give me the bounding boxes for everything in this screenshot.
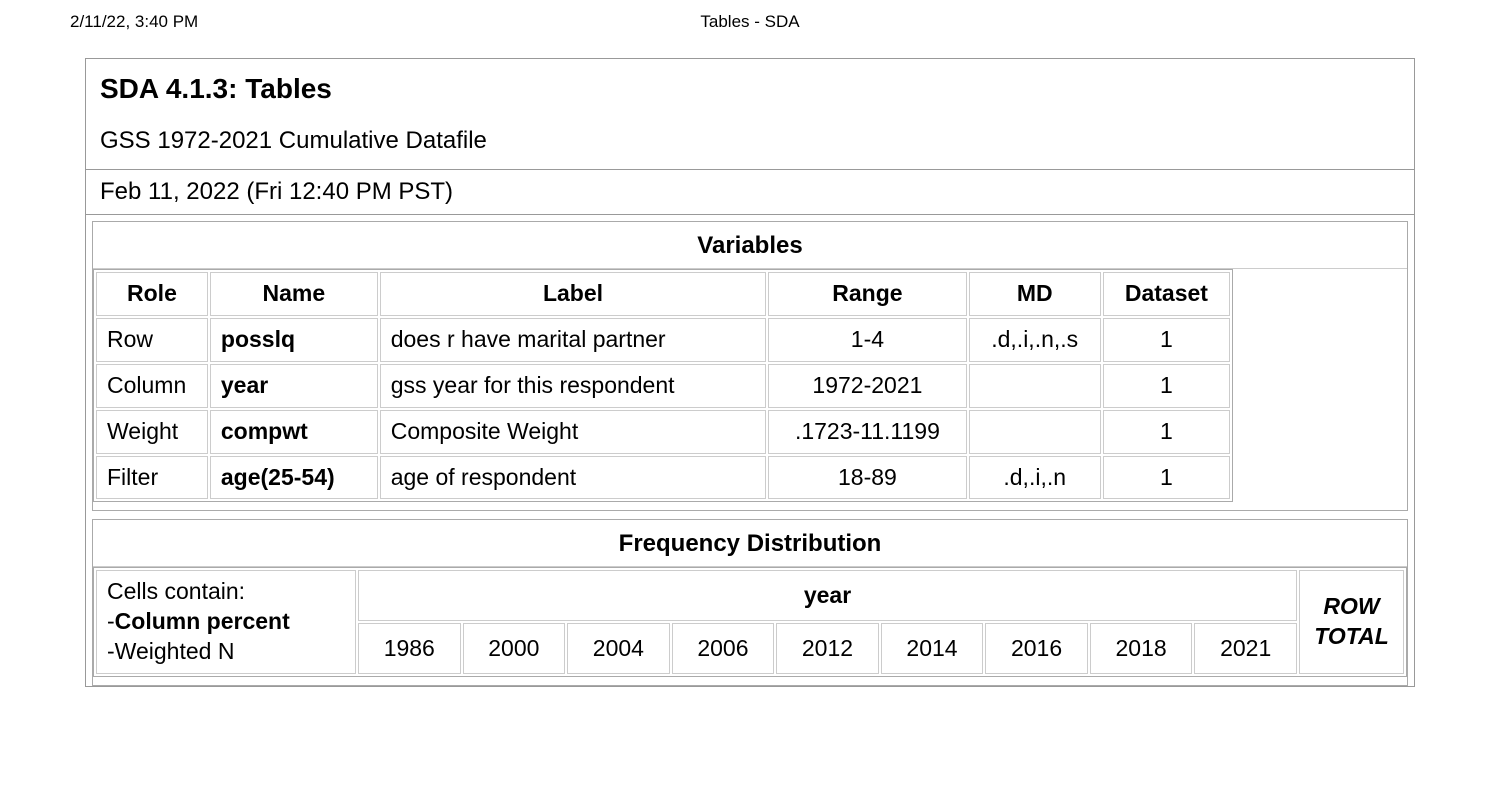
row-total-header: ROW TOTAL xyxy=(1299,570,1404,674)
md-cell xyxy=(969,364,1101,408)
variables-row: Column year gss year for this respondent… xyxy=(96,364,1230,408)
variables-table-title: Variables xyxy=(93,222,1407,269)
range-cell: 1972-2021 xyxy=(768,364,966,408)
cells-contain-cell: Cells contain: -Column percent -Weighted… xyxy=(96,570,356,674)
year-col: 2004 xyxy=(567,623,670,674)
col-role: Role xyxy=(96,272,208,316)
year-col: 2014 xyxy=(881,623,984,674)
year-col: 2021 xyxy=(1194,623,1297,674)
range-cell: .1723-11.1199 xyxy=(768,410,966,454)
name-cell: compwt xyxy=(210,410,378,454)
cells-contain-line: -Weighted N xyxy=(107,637,345,667)
role-cell: Weight xyxy=(96,410,208,454)
frequency-table: Cells contain: -Column percent -Weighted… xyxy=(93,567,1407,677)
name-cell: posslq xyxy=(210,318,378,362)
variables-row: Weight compwt Composite Weight .1723-11.… xyxy=(96,410,1230,454)
page-title-header: Tables - SDA xyxy=(700,12,799,32)
variables-header-row: Role Name Label Range MD Dataset xyxy=(96,272,1230,316)
frequency-table-wrap: Frequency Distribution Cells contain: -C… xyxy=(92,519,1408,686)
col-range: Range xyxy=(768,272,966,316)
range-cell: 1-4 xyxy=(768,318,966,362)
print-timestamp: 2/11/22, 3:40 PM xyxy=(70,12,198,32)
dataset-cell: 1 xyxy=(1103,456,1230,500)
col-label: Label xyxy=(380,272,767,316)
dataset-cell: 1 xyxy=(1103,318,1230,362)
year-col: 2006 xyxy=(672,623,775,674)
year-header: year xyxy=(358,570,1297,621)
variables-table-wrap: Variables Role Name Label Range MD Datas… xyxy=(92,221,1408,511)
generated-date: Feb 11, 2022 (Fri 12:40 PM PST) xyxy=(86,169,1414,214)
col-name: Name xyxy=(210,272,378,316)
col-md: MD xyxy=(969,272,1101,316)
dataset-cell: 1 xyxy=(1103,364,1230,408)
label-cell: does r have marital partner xyxy=(380,318,767,362)
frequency-table-title: Frequency Distribution xyxy=(93,520,1407,567)
report-title: SDA 4.1.3: Tables xyxy=(100,73,1400,105)
year-col: 2000 xyxy=(463,623,566,674)
md-cell xyxy=(969,410,1101,454)
name-cell: year xyxy=(210,364,378,408)
variables-row: Filter age(25-54) age of respondent 18-8… xyxy=(96,456,1230,500)
variables-row: Row posslq does r have marital partner 1… xyxy=(96,318,1230,362)
cells-contain-line: -Column percent xyxy=(107,607,345,637)
label-cell: Composite Weight xyxy=(380,410,767,454)
range-cell: 18-89 xyxy=(768,456,966,500)
dataset-subtitle: GSS 1972-2021 Cumulative Datafile xyxy=(100,127,1400,155)
dataset-cell: 1 xyxy=(1103,410,1230,454)
year-col: 1986 xyxy=(358,623,461,674)
cells-contain-label: Cells contain: xyxy=(107,577,345,607)
variables-table: Role Name Label Range MD Dataset Row pos… xyxy=(93,269,1233,502)
year-col: 2012 xyxy=(776,623,879,674)
role-cell: Column xyxy=(96,364,208,408)
label-cell: gss year for this respondent xyxy=(380,364,767,408)
col-dataset: Dataset xyxy=(1103,272,1230,316)
name-cell: age(25-54) xyxy=(210,456,378,500)
md-cell: .d,.i,.n xyxy=(969,456,1101,500)
report-container: SDA 4.1.3: Tables GSS 1972-2021 Cumulati… xyxy=(85,58,1415,687)
label-cell: age of respondent xyxy=(380,456,767,500)
year-col: 2018 xyxy=(1090,623,1193,674)
year-col: 2016 xyxy=(985,623,1088,674)
role-cell: Row xyxy=(96,318,208,362)
role-cell: Filter xyxy=(96,456,208,500)
md-cell: .d,.i,.n,.s xyxy=(969,318,1101,362)
